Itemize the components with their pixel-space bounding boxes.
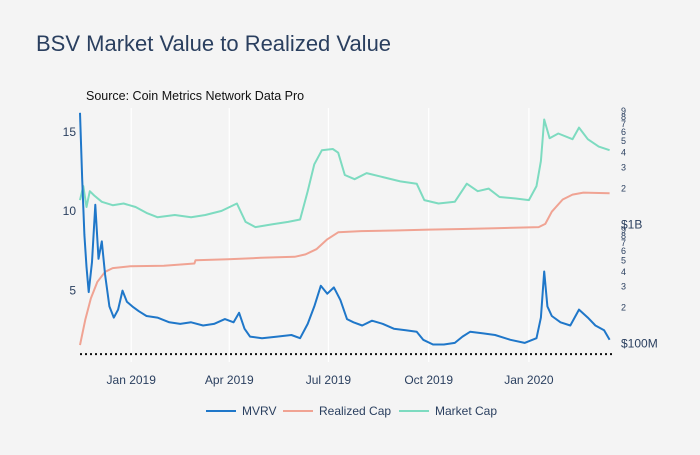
source-annotation: Source: Coin Metrics Network Data Pro — [86, 89, 304, 103]
axes: Jan 2019 Apr 2019 Jul 2019 Oct 2019 Jan 2020… — [63, 106, 658, 387]
legend-label: Market Cap — [435, 404, 497, 418]
x-tick-label: Jan 2020 — [504, 373, 554, 387]
x-tick-label: Jan 2019 — [107, 373, 157, 387]
y-right-tick-label: 9 — [621, 106, 626, 116]
legend-item-realized-cap[interactable]: Realized Cap — [283, 404, 391, 418]
series-line-market-cap — [79, 118, 610, 229]
y-right-tick-label: 8 — [621, 112, 626, 122]
y-right-tick-label: 2 — [621, 303, 626, 313]
legend[interactable]: MVRV Realized Cap Market Cap — [206, 404, 497, 418]
x-tick-label: Jul 2019 — [306, 373, 352, 387]
y-right-tick-label: 3 — [621, 282, 626, 292]
y-left-tick-label: 10 — [63, 204, 77, 218]
y-right-tick-label: 7 — [621, 119, 626, 129]
legend-item-market-cap[interactable]: Market Cap — [399, 404, 497, 418]
y-right-tick-label: 4 — [621, 267, 626, 277]
y-right-tick-label: 3 — [621, 163, 626, 173]
y-right-tick-label: $100M — [621, 337, 658, 351]
y-right-tick-label: 4 — [621, 148, 626, 158]
y-right-tick-label: 6 — [621, 127, 626, 137]
legend-label: MVRV — [242, 404, 276, 418]
chart-title: BSV Market Value to Realized Value — [36, 31, 391, 56]
series-line-mvrv — [79, 112, 611, 346]
y-right-tick-label: 8 — [621, 231, 626, 241]
y-left-tick-label: 5 — [69, 284, 76, 298]
y-right-tick-label: $1B — [621, 217, 642, 231]
legend-label: Realized Cap — [319, 404, 391, 418]
y-right-tick-label: 5 — [621, 255, 626, 265]
legend-item-mvrv[interactable]: MVRV — [206, 404, 276, 418]
x-tick-label: Oct 2019 — [404, 373, 453, 387]
y-right-tick-label: 5 — [621, 136, 626, 146]
y-right-tick-label: 2 — [621, 184, 626, 194]
series-line-realized-cap — [79, 191, 610, 346]
plot-area — [79, 112, 611, 346]
y-right-tick-label: 9 — [621, 225, 626, 235]
y-right-tick-label: 6 — [621, 246, 626, 256]
y-right-tick-label: 7 — [621, 238, 626, 248]
y-left-tick-label: 15 — [63, 125, 77, 139]
x-tick-label: Apr 2019 — [205, 373, 254, 387]
